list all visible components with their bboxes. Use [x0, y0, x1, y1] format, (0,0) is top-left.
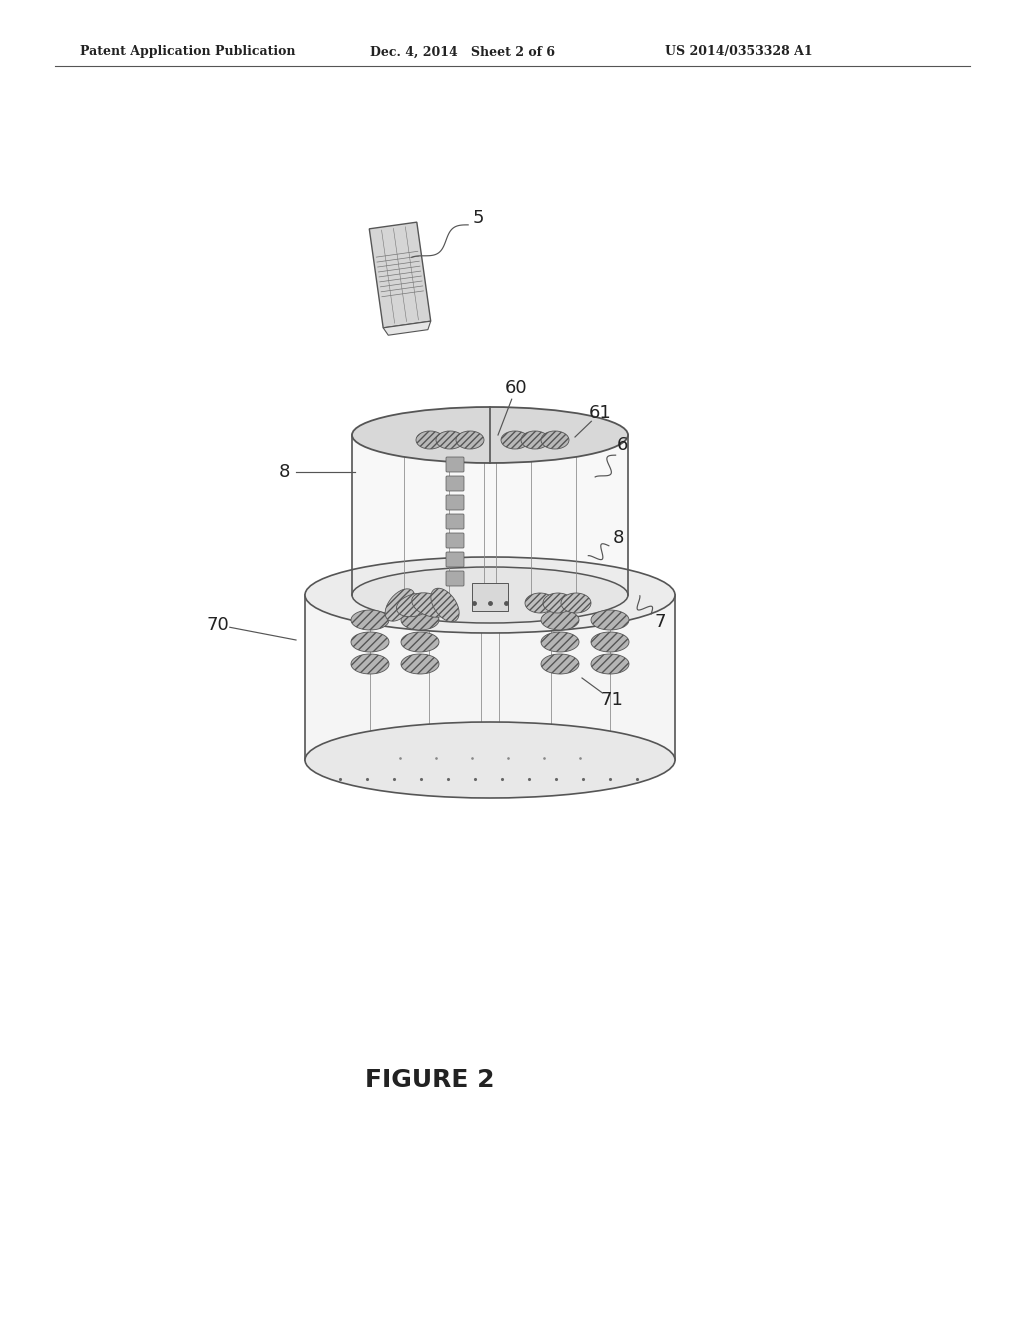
Text: Dec. 4, 2014   Sheet 2 of 6: Dec. 4, 2014 Sheet 2 of 6 — [370, 45, 555, 58]
Ellipse shape — [351, 610, 389, 630]
Polygon shape — [305, 595, 675, 760]
Text: US 2014/0353328 A1: US 2014/0353328 A1 — [665, 45, 813, 58]
Ellipse shape — [351, 653, 389, 675]
Text: Patent Application Publication: Patent Application Publication — [80, 45, 296, 58]
FancyBboxPatch shape — [446, 495, 464, 510]
Ellipse shape — [305, 557, 675, 634]
Ellipse shape — [352, 568, 628, 623]
Text: 71: 71 — [600, 690, 624, 709]
Ellipse shape — [305, 722, 675, 799]
Ellipse shape — [401, 653, 439, 675]
Ellipse shape — [501, 432, 529, 449]
Polygon shape — [352, 436, 628, 595]
FancyBboxPatch shape — [446, 477, 464, 491]
Text: 70: 70 — [207, 616, 229, 634]
Ellipse shape — [456, 432, 484, 449]
Ellipse shape — [352, 407, 628, 463]
Ellipse shape — [525, 593, 555, 612]
Ellipse shape — [401, 610, 439, 630]
Ellipse shape — [541, 610, 579, 630]
Text: FIGURE 2: FIGURE 2 — [366, 1068, 495, 1092]
FancyBboxPatch shape — [446, 533, 464, 548]
Text: 7: 7 — [654, 612, 666, 631]
Text: 5: 5 — [472, 209, 483, 227]
Text: 6: 6 — [616, 436, 628, 454]
FancyBboxPatch shape — [446, 513, 464, 529]
Ellipse shape — [521, 432, 549, 449]
FancyBboxPatch shape — [446, 457, 464, 473]
Ellipse shape — [543, 593, 573, 612]
Ellipse shape — [561, 593, 591, 612]
Text: 60: 60 — [505, 379, 527, 397]
Ellipse shape — [351, 632, 389, 652]
Bar — [472, 583, 508, 611]
Ellipse shape — [541, 632, 579, 652]
Ellipse shape — [591, 653, 629, 675]
Ellipse shape — [401, 632, 439, 652]
Ellipse shape — [436, 432, 464, 449]
Text: 61: 61 — [589, 404, 611, 422]
Ellipse shape — [412, 593, 449, 618]
Ellipse shape — [541, 653, 579, 675]
Ellipse shape — [385, 589, 415, 622]
Ellipse shape — [541, 432, 569, 449]
Ellipse shape — [416, 432, 444, 449]
Polygon shape — [383, 321, 431, 335]
Ellipse shape — [591, 632, 629, 652]
Ellipse shape — [396, 593, 433, 616]
Text: 8: 8 — [612, 529, 624, 546]
FancyBboxPatch shape — [446, 552, 464, 568]
Ellipse shape — [431, 589, 459, 622]
Ellipse shape — [591, 610, 629, 630]
Polygon shape — [370, 222, 431, 327]
FancyBboxPatch shape — [446, 572, 464, 586]
Text: 8: 8 — [279, 463, 290, 480]
